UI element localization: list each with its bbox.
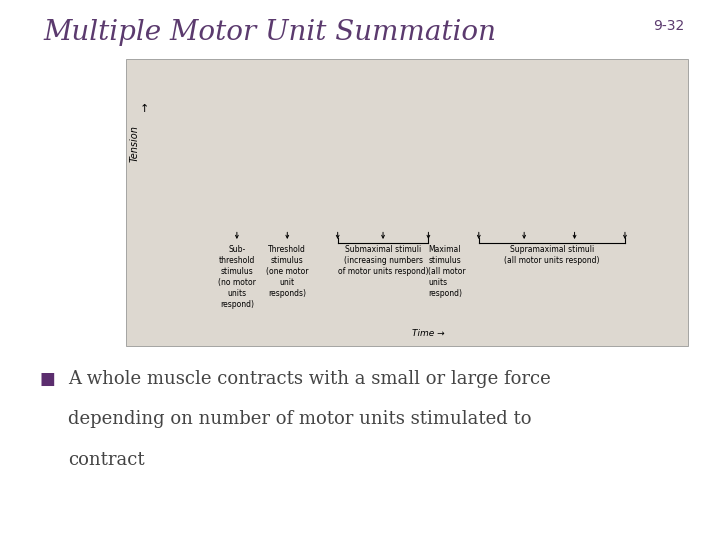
Text: Sub-
threshold
stimulus
(no motor
units
respond): Sub- threshold stimulus (no motor units … (218, 245, 256, 309)
Text: ↑: ↑ (139, 104, 149, 114)
Text: Time →: Time → (412, 328, 445, 338)
Text: Tension: Tension (130, 125, 140, 162)
Text: 9-32: 9-32 (653, 19, 684, 33)
Text: Threshold
stimulus
(one motor
unit
responds): Threshold stimulus (one motor unit respo… (266, 245, 309, 298)
Text: Multiple Motor Unit Summation: Multiple Motor Unit Summation (43, 19, 496, 46)
Text: depending on number of motor units stimulated to: depending on number of motor units stimu… (68, 410, 532, 428)
Text: contract: contract (68, 451, 145, 469)
Text: Supramaximal stimuli
(all motor units respond): Supramaximal stimuli (all motor units re… (504, 245, 600, 265)
Text: Copyright © The McGraw-Hill Companies, Inc. Permission required for reproduction: Copyright © The McGraw-Hill Companies, I… (300, 80, 557, 86)
Text: Increasing stimulus strengths: Increasing stimulus strengths (407, 189, 541, 198)
Text: Submaximal stimuli
(increasing numbers
of motor units respond): Submaximal stimuli (increasing numbers o… (338, 245, 428, 276)
Text: A whole muscle contracts with a small or large force: A whole muscle contracts with a small or… (68, 370, 551, 388)
Text: Maximal
stimulus
(all motor
units
respond): Maximal stimulus (all motor units respon… (428, 245, 466, 298)
Text: ■: ■ (40, 370, 55, 388)
